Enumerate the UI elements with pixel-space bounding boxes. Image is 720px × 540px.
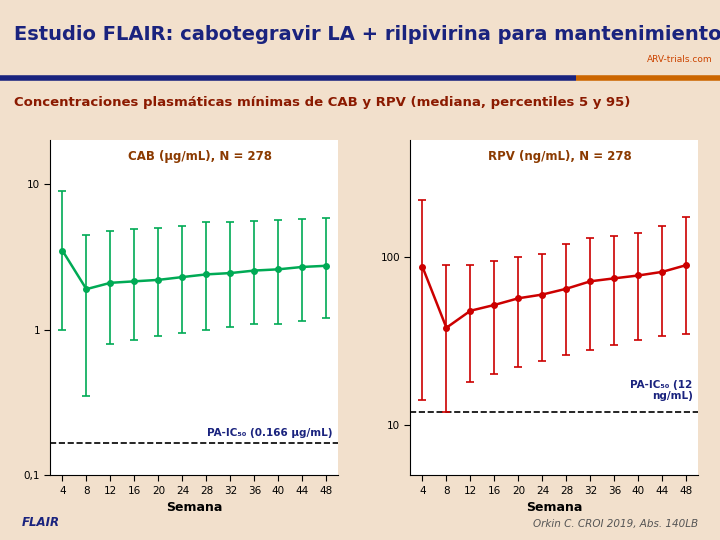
Text: CAB (μg/mL), N = 278: CAB (μg/mL), N = 278 [128, 151, 272, 164]
Text: Estudio FLAIR: cabotegravir LA + rilpivirina para mantenimiento: Estudio FLAIR: cabotegravir LA + rilpivi… [14, 24, 720, 44]
X-axis label: Semana: Semana [166, 501, 222, 514]
Text: PA-IC₅₀ (12
ng/mL): PA-IC₅₀ (12 ng/mL) [631, 380, 693, 401]
Text: PA-IC₅₀ (0.166 μg/mL): PA-IC₅₀ (0.166 μg/mL) [207, 428, 333, 438]
Text: FLAIR: FLAIR [22, 516, 60, 529]
Text: Orkin C. CROI 2019, Abs. 140LB: Orkin C. CROI 2019, Abs. 140LB [534, 519, 698, 529]
Text: RPV (ng/mL), N = 278: RPV (ng/mL), N = 278 [488, 151, 632, 164]
Text: Concentraciones plasmáticas mínimas de CAB y RPV (mediana, percentiles 5 y 95): Concentraciones plasmáticas mínimas de C… [14, 96, 631, 109]
Text: ARV-trials.com: ARV-trials.com [647, 55, 713, 64]
X-axis label: Semana: Semana [526, 501, 582, 514]
